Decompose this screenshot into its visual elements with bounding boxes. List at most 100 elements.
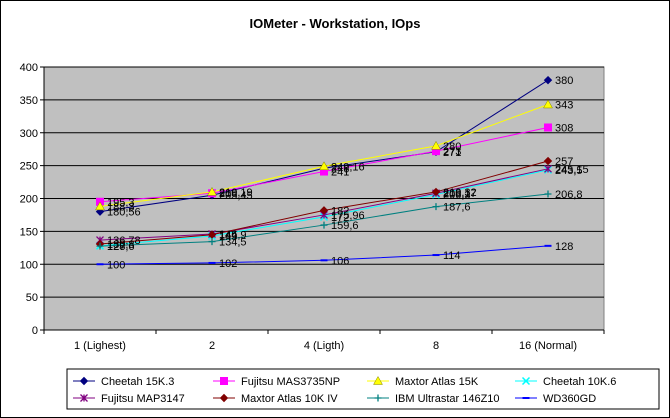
data-label: 180,56 xyxy=(107,207,141,219)
data-label: 308 xyxy=(555,122,573,134)
series-2 xyxy=(95,99,553,211)
chart-title: IOMeter - Workstation, IOps xyxy=(250,16,421,31)
data-label: 134,5 xyxy=(219,237,247,249)
data-label: 195,3 xyxy=(107,197,135,209)
data-label: 380 xyxy=(555,75,573,87)
data-label: 159,6 xyxy=(331,220,359,232)
x-tick-label: 1 (Lighest) xyxy=(74,340,126,352)
data-label: 114 xyxy=(443,250,461,262)
y-tick-label: 100 xyxy=(20,259,38,271)
marker-star xyxy=(544,164,552,173)
marker-triangle xyxy=(319,161,329,171)
marker-diamond xyxy=(543,75,553,85)
marker-plus xyxy=(374,394,382,402)
marker-plus xyxy=(320,221,328,229)
data-label: 144,9 xyxy=(219,230,247,242)
marker-square xyxy=(220,377,228,385)
y-tick-label: 200 xyxy=(20,194,38,206)
data-label: 210,32 xyxy=(443,187,477,199)
series-5 xyxy=(95,156,553,249)
data-label: 241 xyxy=(331,167,349,179)
y-tick-label: 300 xyxy=(20,128,38,140)
data-label: 210,19 xyxy=(219,187,253,199)
legend-label: Cheetah 15K.3 xyxy=(101,376,174,388)
legend-item-0[interactable]: Cheetah 15K.3 xyxy=(73,376,174,388)
legend-label: WD360GD xyxy=(543,393,596,405)
data-label: 249,16 xyxy=(331,161,365,173)
marker-circle xyxy=(219,393,229,403)
data-label: 172 xyxy=(331,212,349,224)
data-label: 102 xyxy=(219,258,237,270)
legend-label: Maxtor Atlas 15K xyxy=(395,376,479,388)
legend-box xyxy=(66,368,660,410)
marker-x xyxy=(521,376,531,386)
marker-circle xyxy=(543,156,553,166)
legend-item-5[interactable]: Maxtor Atlas 10K IV xyxy=(213,393,338,405)
data-label: 130,8 xyxy=(107,239,135,251)
y-tick-label: 400 xyxy=(20,62,38,74)
series-group xyxy=(95,75,553,266)
data-label: 128 xyxy=(555,241,573,253)
marker-triangle xyxy=(373,375,383,385)
data-label: 243,5 xyxy=(555,165,583,177)
data-label: 245,15 xyxy=(555,164,589,176)
legend-item-3[interactable]: Cheetah 10K.6 xyxy=(515,376,616,388)
marker-plus xyxy=(96,242,104,250)
x-tick-label: 2 xyxy=(209,340,215,352)
data-labels: 180,56 205,45 246 271 380 195,3 208 241 273 308 18… xyxy=(107,75,589,271)
data-label: 343 xyxy=(555,99,573,111)
data-label: 280 xyxy=(443,141,461,153)
legend-label: Maxtor Atlas 10K IV xyxy=(241,393,338,405)
data-label: 208 xyxy=(219,188,237,200)
marker-triangle xyxy=(431,140,441,150)
data-label: 188,3 xyxy=(107,201,135,213)
data-label: 206,3 xyxy=(443,190,471,202)
data-label: 246 xyxy=(331,163,349,175)
marker-triangle xyxy=(207,186,217,196)
data-label: 127,6 xyxy=(107,241,135,253)
data-label: 208,17 xyxy=(443,188,477,200)
y-tick-label: 0 xyxy=(32,325,38,337)
marker-circle xyxy=(319,206,329,215)
marker-triangle xyxy=(543,99,553,109)
x-tick-label: 16 (Normal) xyxy=(519,340,577,352)
y-tick-label: 150 xyxy=(20,226,38,238)
y-tick-label: 250 xyxy=(20,161,38,173)
marker-diamond xyxy=(79,376,89,386)
data-label: 187,6 xyxy=(443,202,471,214)
y-tick-label: 50 xyxy=(26,292,38,304)
data-label: 106 xyxy=(331,255,349,267)
data-label: 136,78 xyxy=(107,235,141,247)
data-label: 271 xyxy=(443,147,461,159)
series-7 xyxy=(96,244,552,266)
marker-plus xyxy=(208,238,216,246)
data-label: 100 xyxy=(107,259,125,271)
data-label: 273 xyxy=(443,146,461,158)
data-label: 128 xyxy=(107,241,125,253)
marker-circle xyxy=(431,187,441,197)
legend-label: IBM Ultrastar 146Z10 xyxy=(395,393,500,405)
x-tick-label: 8 xyxy=(433,340,439,352)
data-label: 175,96 xyxy=(331,210,365,222)
data-label: 205,45 xyxy=(219,190,253,202)
legend-item-6[interactable]: IBM Ultrastar 146Z10 xyxy=(367,393,500,405)
series-6 xyxy=(96,190,552,250)
data-label: 146 xyxy=(219,229,237,241)
legend-item-2[interactable]: Maxtor Atlas 15K xyxy=(367,375,479,388)
legend-label: Fujitsu MAS3735NP xyxy=(241,376,340,388)
marker-triangle xyxy=(95,201,105,211)
legend-label: Cheetah 10K.6 xyxy=(543,376,616,388)
data-label: 206,8 xyxy=(555,189,583,201)
marker-plus xyxy=(544,190,552,198)
marker-plus xyxy=(432,203,440,211)
legend-item-7[interactable]: WD360GD xyxy=(515,393,596,405)
legend-item-4[interactable]: Fujitsu MAP3147 xyxy=(73,393,185,405)
legend-label: Fujitsu MAP3147 xyxy=(101,393,185,405)
marker-square xyxy=(544,123,552,132)
legend[interactable]: Cheetah 15K.3 Fujitsu MAS3735NP Maxtor Atl… xyxy=(66,368,660,410)
legend-item-1[interactable]: Fujitsu MAS3735NP xyxy=(213,376,340,388)
marker-star xyxy=(80,394,88,402)
data-label: 257 xyxy=(555,156,573,168)
